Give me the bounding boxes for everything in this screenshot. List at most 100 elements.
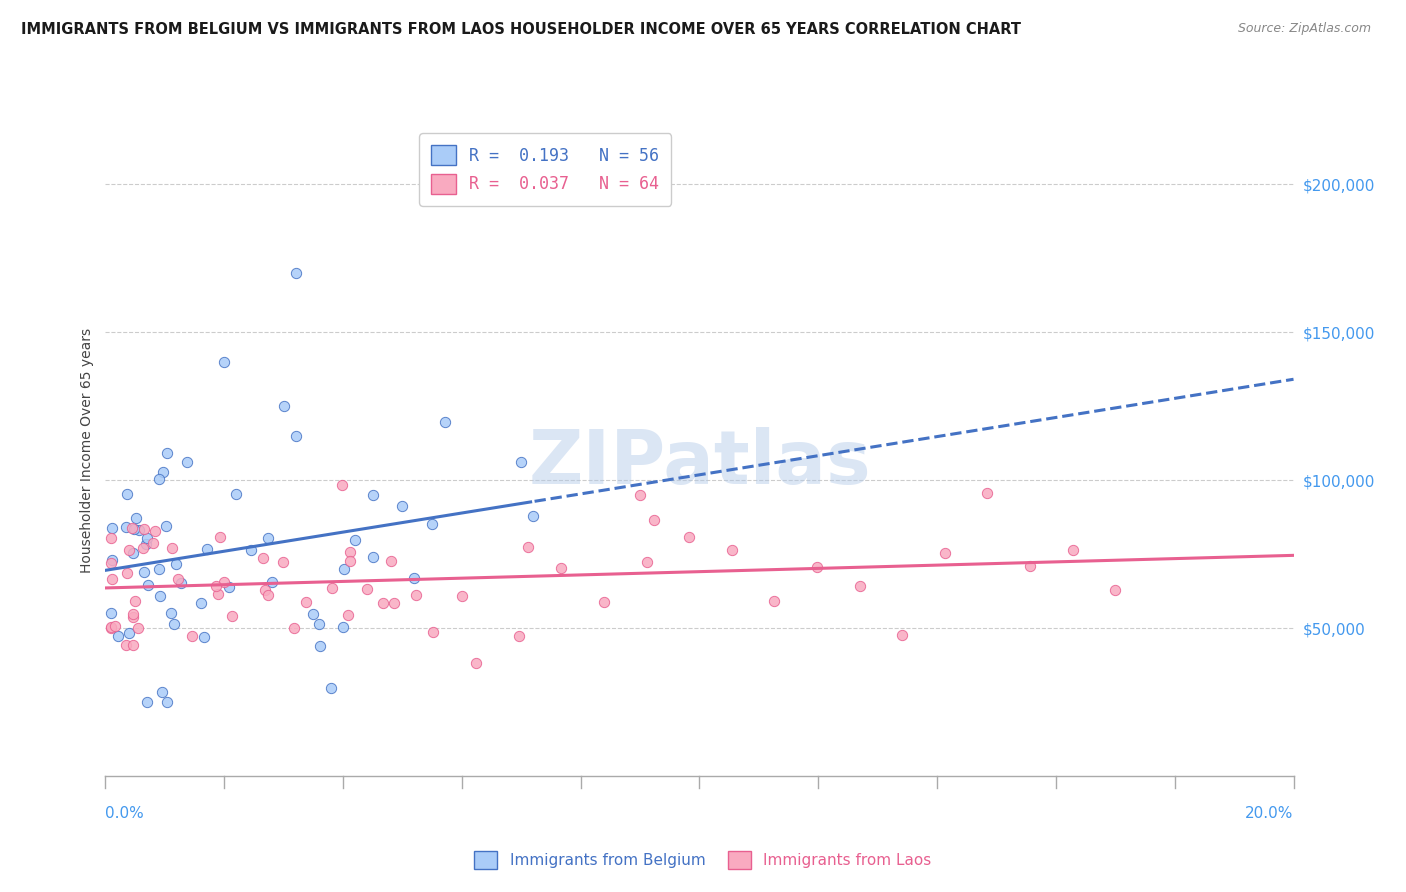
Point — [214, 354, 236, 368]
Point — [260, 575, 283, 590]
Point — [134, 565, 156, 579]
Point — [136, 578, 159, 592]
Point — [356, 582, 378, 596]
Point — [593, 595, 616, 609]
Point — [124, 593, 146, 607]
Point — [100, 619, 122, 633]
Point — [127, 621, 149, 635]
Point — [256, 531, 278, 545]
Point — [205, 579, 228, 593]
Point — [122, 607, 145, 622]
Point — [1019, 559, 1042, 574]
Point — [550, 561, 572, 575]
Point — [107, 629, 129, 643]
Point — [207, 587, 229, 601]
Point — [371, 596, 394, 610]
Point — [450, 589, 472, 603]
Point — [380, 554, 402, 568]
Point — [848, 579, 870, 593]
Point — [101, 521, 124, 535]
Point — [271, 555, 294, 569]
Point — [339, 554, 361, 568]
Point — [212, 575, 235, 590]
Point — [1062, 543, 1084, 558]
Point — [284, 429, 307, 443]
Point — [134, 522, 156, 536]
Point — [391, 499, 413, 513]
Point — [115, 487, 138, 501]
Point — [148, 562, 170, 576]
Point — [361, 550, 384, 565]
Point — [891, 628, 914, 642]
Point — [1104, 583, 1126, 598]
Point — [118, 626, 141, 640]
Point — [149, 589, 172, 603]
Legend: R =  0.193   N = 56, R =  0.037   N = 64: R = 0.193 N = 56, R = 0.037 N = 64 — [419, 133, 671, 205]
Point — [257, 589, 280, 603]
Point — [181, 630, 204, 644]
Point — [115, 566, 138, 580]
Point — [136, 695, 159, 709]
Point — [308, 639, 330, 653]
Point — [121, 638, 143, 652]
Point — [100, 556, 122, 570]
Point — [163, 616, 186, 631]
Point — [122, 522, 145, 536]
Legend: Immigrants from Belgium, Immigrants from Laos: Immigrants from Belgium, Immigrants from… — [468, 845, 938, 875]
Point — [283, 621, 305, 635]
Point — [115, 520, 138, 534]
Point — [254, 583, 277, 598]
Point — [636, 555, 658, 569]
Point — [343, 533, 366, 548]
Point — [218, 580, 240, 594]
Point — [321, 582, 343, 596]
Point — [337, 607, 360, 622]
Point — [100, 621, 122, 635]
Point — [100, 553, 122, 567]
Point — [678, 530, 700, 544]
Point — [302, 607, 325, 621]
Point — [321, 681, 343, 695]
Point — [143, 524, 166, 538]
Point — [308, 617, 330, 632]
Point — [176, 455, 198, 469]
Point — [361, 488, 384, 502]
Point — [806, 560, 828, 574]
Point — [166, 573, 188, 587]
Point — [422, 625, 444, 640]
Point — [165, 558, 187, 572]
Point — [152, 466, 174, 480]
Point — [118, 542, 141, 557]
Point — [934, 546, 956, 560]
Point — [155, 518, 177, 533]
Y-axis label: Householder Income Over 65 years: Householder Income Over 65 years — [80, 328, 94, 573]
Point — [273, 399, 295, 413]
Point — [170, 576, 193, 591]
Point — [284, 266, 307, 280]
Point — [720, 543, 742, 558]
Point — [420, 517, 443, 532]
Point — [976, 485, 998, 500]
Point — [510, 454, 533, 468]
Point — [160, 541, 183, 556]
Point — [332, 620, 354, 634]
Point — [156, 695, 179, 709]
Point — [135, 531, 157, 545]
Point — [225, 487, 247, 501]
Point — [382, 595, 405, 609]
Point — [148, 471, 170, 485]
Point — [128, 523, 150, 537]
Point — [125, 511, 148, 525]
Point — [763, 594, 786, 608]
Text: ZIPatlas: ZIPatlas — [529, 427, 870, 500]
Point — [101, 572, 124, 586]
Point — [135, 537, 157, 551]
Point — [522, 508, 544, 523]
Point — [195, 541, 218, 556]
Point — [465, 656, 488, 670]
Point — [160, 606, 183, 620]
Point — [132, 541, 155, 555]
Point — [114, 638, 136, 652]
Text: IMMIGRANTS FROM BELGIUM VS IMMIGRANTS FROM LAOS HOUSEHOLDER INCOME OVER 65 YEARS: IMMIGRANTS FROM BELGIUM VS IMMIGRANTS FR… — [21, 22, 1021, 37]
Point — [434, 415, 457, 429]
